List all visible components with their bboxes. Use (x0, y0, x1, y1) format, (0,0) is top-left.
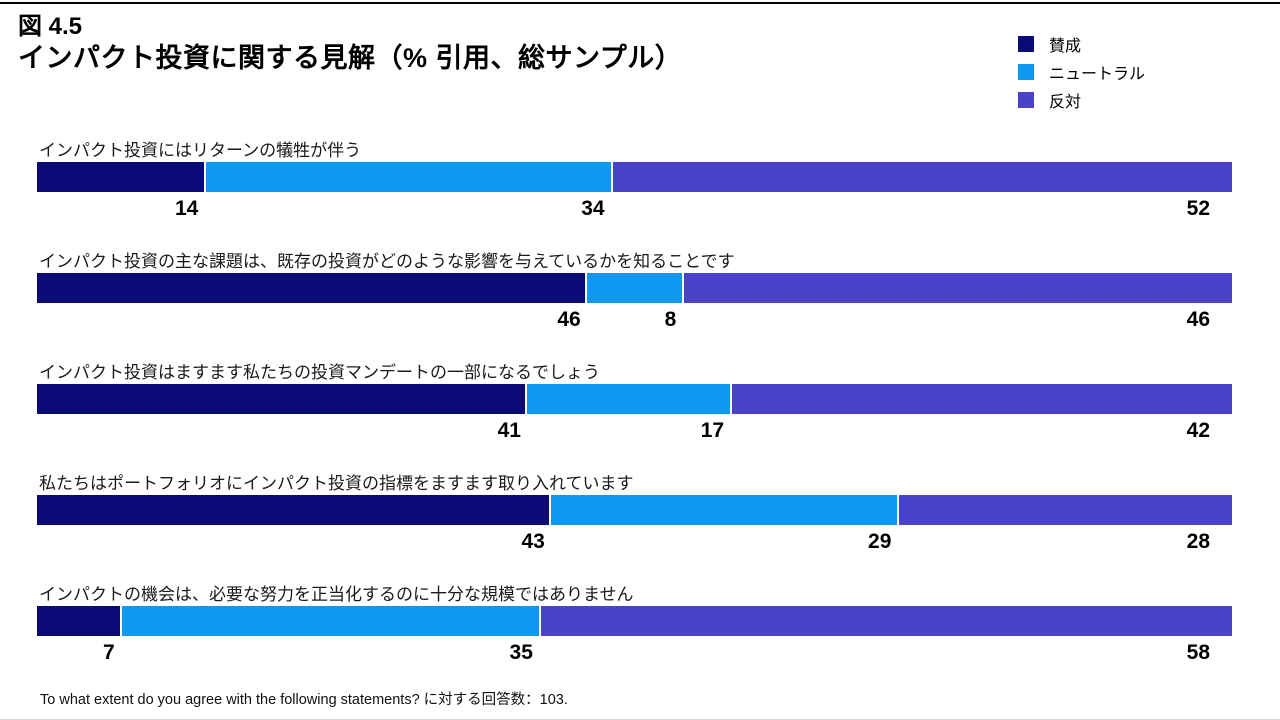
bar-segment-0 (37, 162, 204, 192)
chart-row: インパクト投資はますます私たちの投資マンデートの一部になるでしょう 41 17 42 (37, 358, 1232, 445)
value-label-row: 14 34 52 (37, 197, 1232, 223)
legend: 賛成ニュートラル 反対 (1018, 30, 1145, 114)
bar-segment-1 (527, 384, 730, 414)
value-label: 35 (509, 641, 533, 664)
value-label-row: 7 35 58 (37, 641, 1232, 667)
chart-row: 私たちはポートフォリオにインパクト投資の指標をますます取り入れています 43 29 2… (37, 469, 1232, 556)
chart-row: インパクト投資にはリターンの犠牲が伴う 14 34 52 (37, 136, 1232, 223)
category-label: 私たちはポートフォリオにインパクト投資の指標をますます取り入れています (39, 474, 634, 493)
value-label: 34 (581, 197, 605, 220)
chart-rows: インパクト投資にはリターンの犠牲が伴う 14 34 52 インパクト投資の主な課題は、既… (37, 136, 1232, 691)
stacked-bar (37, 273, 1232, 303)
bar-segment-1 (122, 606, 540, 636)
value-label: 43 (521, 530, 545, 553)
value-label: 58 (1186, 641, 1210, 664)
bar-segment-1 (586, 273, 683, 303)
chart-row: インパクトの機会は、必要な努力を正当化するのに十分な規模ではありません 7 35 58 (37, 580, 1232, 667)
category-label: インパクトの機会は、必要な努力を正当化するのに十分な規模ではありません (39, 585, 634, 604)
value-label: 41 (497, 419, 521, 442)
bar-segment-0 (37, 495, 550, 525)
stacked-bar (37, 162, 1232, 192)
value-label: 29 (868, 530, 892, 553)
bar-segment-1 (205, 162, 611, 192)
stacked-bar (37, 606, 1232, 636)
value-label: 17 (700, 419, 725, 442)
value-label-row: 41 17 42 (37, 419, 1232, 445)
legend-swatch-icon (1018, 36, 1034, 52)
top-divider (0, 2, 1280, 4)
header: 図 4.5 インパクト投資に関する見解（% 引用、総サンプル） (18, 12, 682, 76)
bar-segment-2 (541, 606, 1232, 636)
value-label: 28 (1186, 530, 1210, 553)
value-label: 46 (557, 308, 581, 331)
chart-row: インパクト投資の主な課題は、既存の投資がどのような影響を与えているかを知ることで… (37, 247, 1232, 334)
value-label-row: 46 8 46 (37, 308, 1232, 334)
value-label: 8 (664, 308, 677, 331)
legend-item-1: ニュートラル (1018, 58, 1145, 86)
bar-segment-0 (37, 606, 121, 636)
footnote: To what extent do you agree with the fol… (40, 692, 568, 708)
figure-number: 図 4.5 (18, 13, 83, 40)
value-label: 52 (1186, 197, 1210, 220)
legend-label: ニュートラル (1049, 66, 1146, 83)
legend-swatch-icon (1018, 64, 1034, 80)
value-label: 46 (1186, 308, 1210, 331)
value-label: 7 (102, 641, 115, 664)
category-label: インパクト投資の主な課題は、既存の投資がどのような影響を与えているかを知ることで… (39, 252, 735, 271)
bar-segment-2 (898, 495, 1232, 525)
bar-segment-0 (37, 384, 526, 414)
legend-label: 反対 (1049, 94, 1082, 111)
value-label-row: 43 29 28 (37, 530, 1232, 556)
bar-segment-2 (731, 384, 1232, 414)
category-label: インパクト投資にはリターンの犠牲が伴う (39, 141, 362, 160)
stacked-bar (37, 495, 1232, 525)
bar-segment-0 (37, 273, 585, 303)
value-label: 42 (1186, 419, 1210, 442)
stacked-bar (37, 384, 1232, 414)
legend-label: 賛成 (1049, 38, 1082, 55)
legend-swatch-icon (1018, 92, 1034, 108)
bar-segment-1 (551, 495, 897, 525)
chart-title: インパクト投資に関する見解（% 引用、総サンプル） (18, 43, 683, 73)
category-label: インパクト投資はますます私たちの投資マンデートの一部になるでしょう (39, 363, 600, 382)
bar-segment-2 (612, 162, 1232, 192)
legend-item-0: 賛成 (1018, 30, 1145, 58)
bar-segment-2 (684, 273, 1232, 303)
value-label: 14 (174, 197, 199, 220)
legend-item-2: 反対 (1018, 86, 1145, 114)
